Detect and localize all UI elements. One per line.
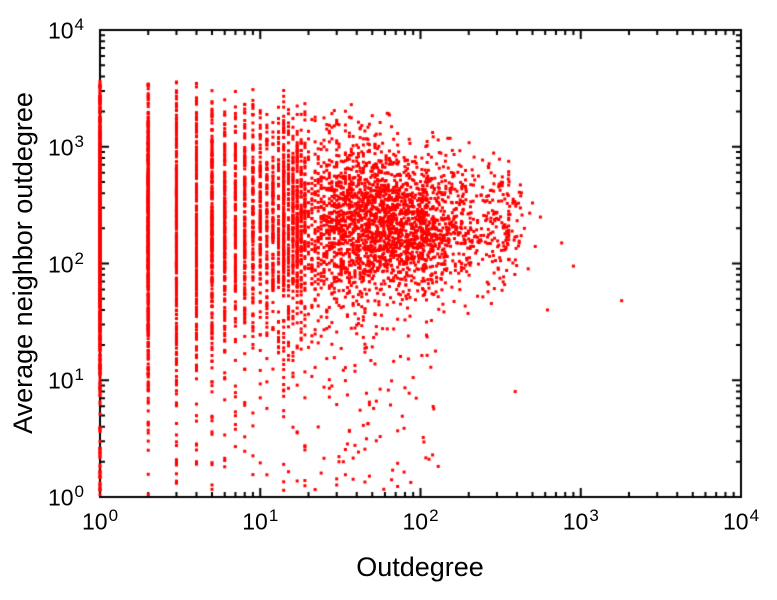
y-axis-label: Average neighbor outdegree <box>8 92 38 434</box>
x-axis-label: Outdegree <box>356 552 484 582</box>
